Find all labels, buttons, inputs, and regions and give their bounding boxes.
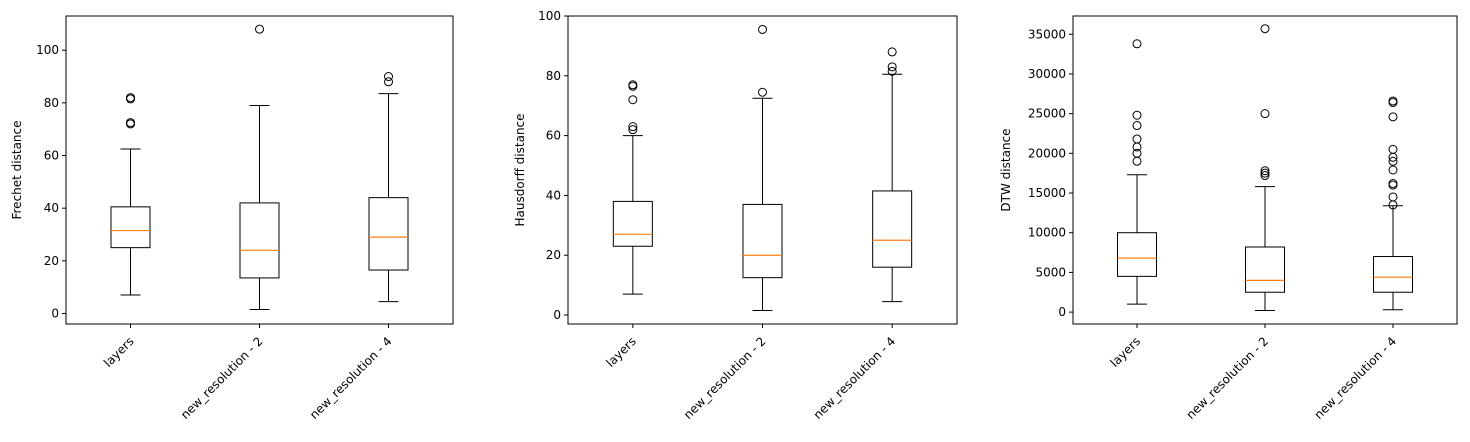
x-tick-label: layers (101, 334, 137, 370)
outlier-point (384, 72, 393, 82)
x-tick-label: new_resolution - 4 (1311, 334, 1399, 422)
outlier-point (384, 77, 393, 87)
y-tick-label: 35000 (1028, 27, 1066, 41)
outlier-point (628, 80, 638, 90)
box-iqr (872, 190, 913, 268)
y-tick-label: 100 (538, 9, 561, 23)
y-tick-label: 15000 (1028, 186, 1066, 200)
x-tick-label: new_resolution - 4 (307, 334, 395, 422)
outlier-point (1132, 134, 1142, 144)
outlier-point (1260, 171, 1270, 181)
box-1 (612, 80, 653, 295)
y-tick-label: 0 (1058, 305, 1066, 319)
outlier-point (1388, 192, 1398, 202)
outlier-point (1388, 178, 1398, 188)
y-tick-label: 60 (44, 149, 59, 163)
plot-frame (1072, 15, 1458, 325)
y-tick-label: 20 (546, 248, 561, 262)
outlier-point (1260, 168, 1270, 178)
outlier-point (255, 24, 264, 34)
y-tick-label: 30000 (1028, 67, 1066, 81)
outlier-point (628, 122, 638, 132)
y-axis-label: Hausdorff distance (513, 113, 527, 226)
y-tick-label: 40 (44, 201, 59, 215)
x-tick-label: layers (603, 334, 639, 370)
box-3 (872, 47, 913, 303)
x-tick-label: new_resolution - 2 (178, 334, 266, 422)
box-iqr (1245, 246, 1285, 293)
outlier-point (1132, 156, 1142, 166)
y-tick-label: 80 (546, 69, 561, 83)
outlier-point (1132, 148, 1142, 158)
y-tick-label: 10000 (1028, 226, 1066, 240)
outlier-point (1132, 121, 1142, 131)
y-axis-label: DTW distance (999, 128, 1013, 211)
plot-frame (567, 15, 958, 325)
outlier-point (1388, 156, 1398, 166)
box-3 (368, 72, 409, 303)
box-2 (1245, 24, 1285, 312)
outlier-point (887, 66, 897, 76)
outlier-point (1388, 165, 1398, 175)
outlier-point (1388, 144, 1398, 154)
outlier-point (887, 62, 897, 72)
y-tick-label: 100 (36, 43, 59, 57)
x-tick-label: new_resolution - 2 (1183, 334, 1271, 422)
box-iqr (239, 202, 280, 279)
y-axis-label: Frechet distance (10, 120, 24, 219)
y-tick-label: 60 (546, 129, 561, 143)
box-iqr (612, 200, 653, 247)
outlier-point (126, 118, 135, 128)
outlier-point (1132, 110, 1142, 120)
x-tick-label: layers (1108, 334, 1144, 370)
y-tick-label: 0 (51, 306, 59, 320)
box-3 (1373, 96, 1413, 311)
outlier-point (758, 87, 767, 97)
box-iqr (368, 197, 409, 271)
box-iqr (110, 206, 151, 249)
outlier-point (1260, 24, 1270, 34)
x-tick-label: new_resolution - 2 (681, 334, 769, 422)
y-tick-label: 80 (44, 96, 59, 110)
y-tick-label: 0 (553, 308, 561, 322)
outlier-point (1388, 96, 1398, 106)
box-iqr (742, 203, 783, 279)
outlier-point (1388, 112, 1398, 122)
chart-panel-2: 0 20 40 60 80 100 Hausdorff distance layers new_… (513, 9, 958, 422)
plot-frame (65, 15, 454, 325)
box-iqr (1373, 256, 1413, 293)
box-2 (742, 24, 783, 312)
y-tick-label: 40 (546, 188, 561, 202)
y-tick-label: 5000 (1035, 265, 1066, 279)
chart-panel-1: 0 20 40 60 80 100 Frechet distance layers new_re… (10, 15, 454, 422)
outlier-point (1260, 109, 1270, 119)
x-tick-label: new_resolution - 4 (811, 334, 899, 422)
box-1 (110, 93, 151, 296)
box-1 (1117, 39, 1157, 305)
chart-panel-3: 0 5000 10000 15000 20000 25000 30000 35000 DTW d… (999, 15, 1458, 422)
box-2 (239, 24, 280, 311)
outlier-point (887, 47, 897, 57)
y-tick-label: 20 (44, 254, 59, 268)
outlier-point (758, 24, 767, 34)
outlier-point (1132, 39, 1142, 49)
y-tick-label: 20000 (1028, 146, 1066, 160)
box-iqr (1117, 232, 1157, 277)
outlier-point (628, 125, 638, 135)
y-tick-label: 25000 (1028, 107, 1066, 121)
outlier-point (1260, 166, 1270, 176)
outlier-point (628, 95, 638, 105)
outlier-point (126, 93, 135, 103)
